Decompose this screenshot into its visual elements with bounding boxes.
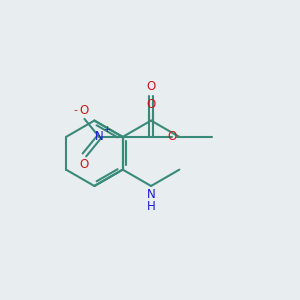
Text: H: H (147, 200, 155, 213)
Text: O: O (80, 158, 89, 170)
Text: O: O (147, 98, 156, 111)
Text: +: + (103, 125, 110, 134)
Text: O: O (80, 104, 89, 117)
Text: O: O (168, 130, 177, 143)
Text: N: N (95, 130, 103, 143)
Text: -: - (73, 105, 77, 115)
Text: N: N (147, 188, 155, 201)
Text: O: O (146, 80, 156, 93)
